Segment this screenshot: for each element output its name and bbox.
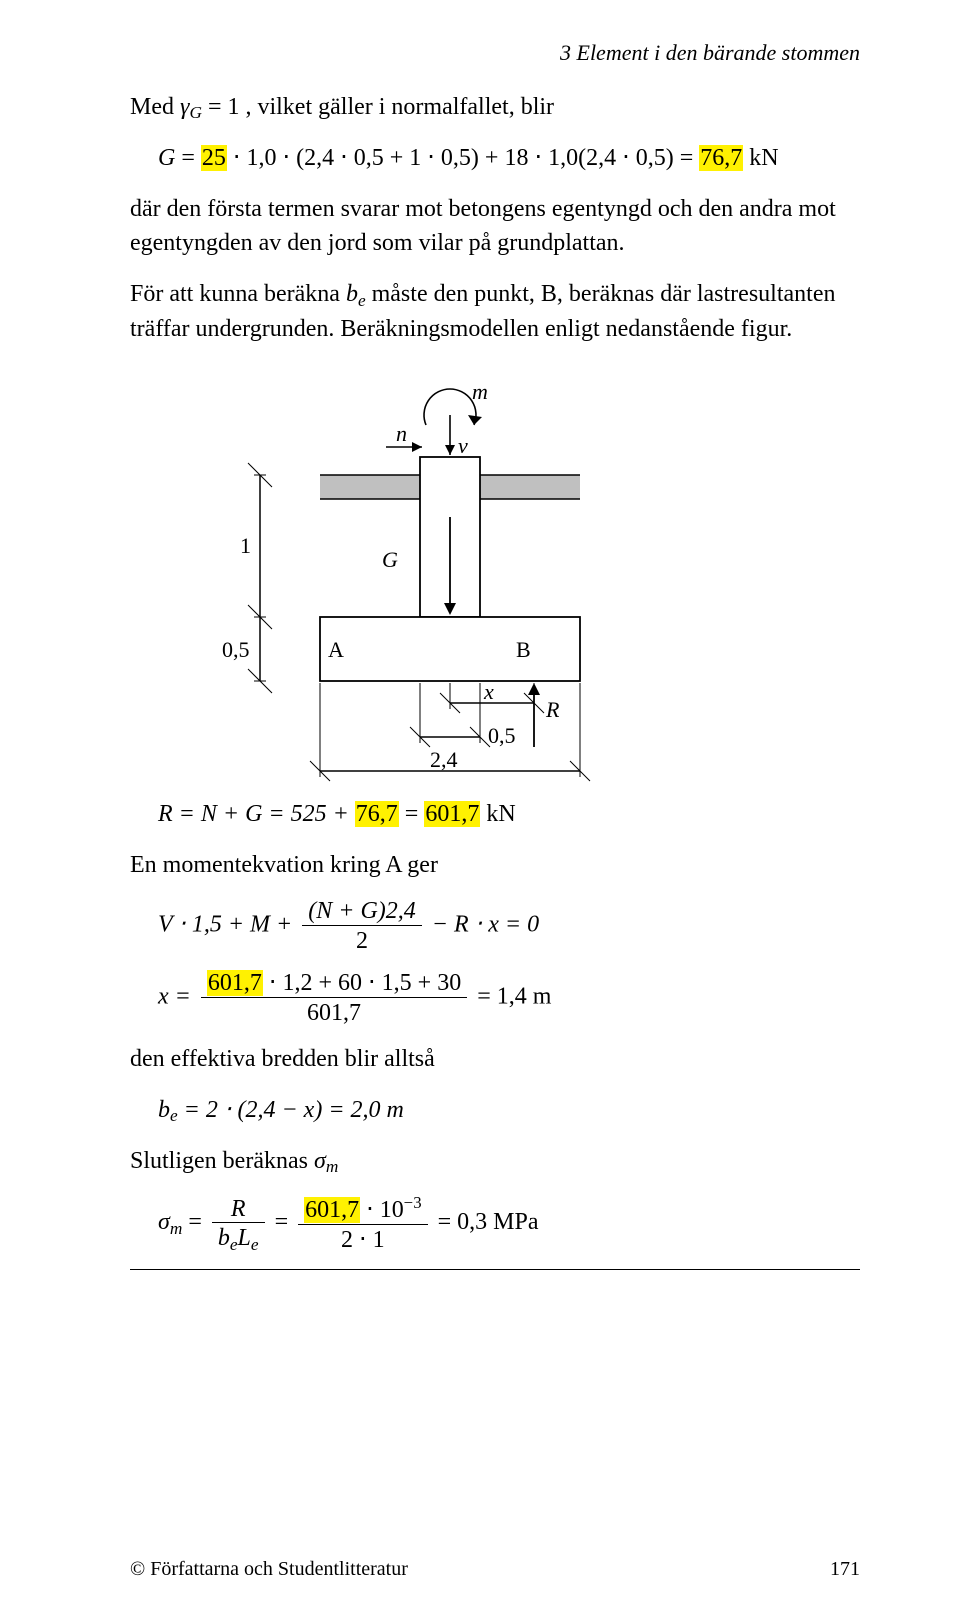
- eq-x-num-h: 601,7: [207, 970, 263, 996]
- eq-sigma-tail: = 0,3 MPa: [438, 1209, 539, 1235]
- eq-x-frac: 601,7 ⋅ 1,2 + 60 ⋅ 1,5 + 30 601,7: [201, 970, 467, 1026]
- frac2-num-exp: −3: [404, 1193, 422, 1212]
- frac2-den: 2 ⋅ 1: [298, 1224, 428, 1253]
- frac2-num-b: ⋅ 10: [360, 1197, 404, 1223]
- frac1-den: beLe: [212, 1222, 265, 1251]
- eq-v-den: 2: [302, 925, 422, 954]
- eq-r: R = N + G = 525 + 76,7 = 601,7 kN: [130, 797, 860, 832]
- footer-right: 171: [830, 1558, 860, 1581]
- rule-line: [130, 1269, 860, 1270]
- eq-v-tail: − R ⋅ x = 0: [432, 912, 539, 938]
- frac2-num-h: 601,7: [304, 1197, 360, 1223]
- eq-be: be = 2 ⋅ (2,4 − x) = 2,0 m: [130, 1093, 860, 1128]
- footer: © Författarna och Studentlitteratur 171: [130, 1558, 860, 1581]
- eq-be-rest: = 2 ⋅ (2,4 − x) = 2,0 m: [178, 1097, 404, 1123]
- fig-label-B: B: [516, 637, 531, 662]
- eq-x-num: 601,7 ⋅ 1,2 + 60 ⋅ 1,5 + 30: [201, 970, 467, 996]
- fig-label-v: v: [458, 433, 468, 458]
- p6: Slutligen beräknas σm: [130, 1144, 860, 1179]
- eq-g-mid: ⋅ 1,0 ⋅ (2,4 ⋅ 0,5 + 1 ⋅ 0,5) + 18 ⋅ 1,0…: [227, 145, 699, 171]
- eq-sigma: σm = R beLe = 601,7 ⋅ 10−3 2 ⋅ 1 = 0,3 M…: [130, 1194, 860, 1253]
- fig-label-R: R: [545, 697, 560, 722]
- p5: den effektiva bredden blir alltså: [130, 1042, 860, 1077]
- eq-sigma-eq: =: [182, 1209, 208, 1235]
- fig-dim-1: 1: [240, 533, 251, 558]
- eq-x-tail: = 1,4 m: [477, 984, 551, 1010]
- eq-r-mid: = N + G = 525 +: [173, 801, 355, 827]
- fig-label-x: x: [483, 679, 494, 704]
- frac1-num: R: [212, 1196, 265, 1222]
- frac1-den-a-sub: e: [230, 1235, 238, 1254]
- p6-a: Slutligen beräknas: [130, 1148, 314, 1174]
- frac1-den-a: b: [218, 1225, 230, 1251]
- footing-rect: [320, 617, 580, 681]
- p6-sigma: σ: [314, 1148, 326, 1174]
- fig-label-G: G: [382, 547, 398, 572]
- frac2-num: 601,7 ⋅ 10−3: [298, 1194, 428, 1223]
- eq-r-a: R: [158, 801, 173, 827]
- eq-g: G = 25 ⋅ 1,0 ⋅ (2,4 ⋅ 0,5 + 1 ⋅ 0,5) + 1…: [130, 141, 860, 176]
- eq-r-h2: 601,7: [424, 801, 480, 827]
- fig-dim-05: 0,5: [222, 637, 250, 662]
- eq-x-l: x =: [158, 984, 197, 1010]
- p3: För att kunna beräkna be måste den punkt…: [130, 277, 860, 347]
- eq-sigma-s: σ: [158, 1209, 170, 1235]
- eq-g-unit: kN: [743, 145, 778, 171]
- p2: där den första termen svarar mot betonge…: [130, 192, 860, 262]
- p-intro: Med γG = 1 , vilket gäller i normalfalle…: [130, 90, 860, 125]
- eq-v-frac: (N + G)2,4 2: [302, 898, 422, 954]
- p3-be-sub: e: [358, 291, 366, 310]
- intro-text-a: Med: [130, 94, 180, 120]
- fig-label-m: m: [472, 379, 488, 404]
- frac1-den-b: L: [238, 1225, 251, 1251]
- main-content: Med γG = 1 , vilket gäller i normalfalle…: [130, 90, 860, 1270]
- intro-text-b: = 1 , vilket gäller i normalfallet, blir: [202, 94, 554, 120]
- eq-sigma-eq2: =: [275, 1209, 295, 1235]
- p3-be: b: [346, 281, 358, 307]
- eq-r-h1: 76,7: [355, 801, 399, 827]
- eq-x: x = 601,7 ⋅ 1,2 + 60 ⋅ 1,5 + 30 601,7 = …: [130, 970, 860, 1026]
- eq-sigma-sub: m: [170, 1219, 182, 1238]
- gamma-sub: G: [189, 103, 201, 122]
- fig-bottom-24: 2,4: [430, 747, 458, 772]
- eq-x-den: 601,7: [201, 997, 467, 1026]
- eq-be-a: b: [158, 1097, 170, 1123]
- frac1-den-b-sub: e: [251, 1235, 259, 1254]
- p4: En momentekvation kring A ger: [130, 848, 860, 883]
- fig-center-05: 0,5: [488, 723, 516, 748]
- fig-label-n: n: [396, 421, 407, 446]
- eq-sigma-frac2: 601,7 ⋅ 10−3 2 ⋅ 1: [298, 1194, 428, 1253]
- running-header: 3 Element i den bärande stommen: [130, 40, 860, 66]
- footer-left: © Författarna och Studentlitteratur: [130, 1558, 408, 1581]
- eq-g-h1: 25: [201, 145, 227, 171]
- figure: 1 0,5 m n: [220, 367, 600, 787]
- eq-v: V ⋅ 1,5 + M + (N + G)2,4 2 − R ⋅ x = 0: [130, 898, 860, 954]
- eq-sigma-frac1: R beLe: [212, 1196, 265, 1252]
- eq-be-sub: e: [170, 1106, 178, 1125]
- eq-g-eq: =: [175, 145, 201, 171]
- eq-v-l: V ⋅ 1,5 + M +: [158, 912, 298, 938]
- p6-sub: m: [326, 1157, 338, 1176]
- eq-r-unit: kN: [480, 801, 515, 827]
- eq-x-num-b: ⋅ 1,2 + 60 ⋅ 1,5 + 30: [263, 970, 461, 996]
- eq-g-lhs: G: [158, 145, 175, 171]
- p3-a: För att kunna beräkna: [130, 281, 346, 307]
- eq-v-num: (N + G)2,4: [302, 898, 422, 924]
- fig-label-A: A: [328, 637, 344, 662]
- eq-g-h2: 76,7: [699, 145, 743, 171]
- eq-r-eq: =: [399, 801, 425, 827]
